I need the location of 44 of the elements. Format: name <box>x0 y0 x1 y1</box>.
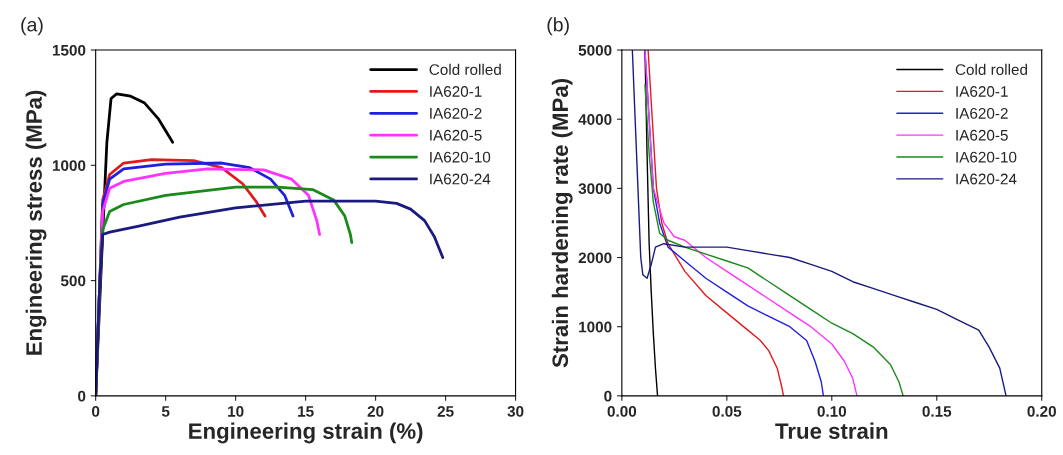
legend-label: IA620-24 <box>430 173 491 185</box>
y-tick-label: 2000 <box>578 252 612 264</box>
legend-label: Cold rolled <box>955 63 1028 76</box>
y-tick-label: 4000 <box>578 114 612 125</box>
legend-label: IA620-2 <box>430 107 482 119</box>
x-tick-label: 0 <box>92 405 100 417</box>
line-series <box>647 50 785 396</box>
line-series <box>644 83 904 396</box>
legend-label: IA620-1 <box>430 86 482 97</box>
y-tick-label: 3000 <box>578 183 612 195</box>
x-tick-label: 20 <box>367 405 384 417</box>
legend-label: IA620-10 <box>956 151 1017 163</box>
x-tick-label: 0.10 <box>817 405 847 417</box>
x-tick-label: 5 <box>161 406 170 417</box>
legend-label: IA620-5 <box>430 129 482 141</box>
y-axis-title: Strain hardening rate (MPa) <box>551 78 573 368</box>
y-tick-label: 1000 <box>579 321 612 333</box>
x-tick-label: 25 <box>437 405 454 417</box>
legend-label: IA620-10 <box>430 151 491 163</box>
x-tick-label: 10 <box>228 405 244 417</box>
line-series <box>95 199 445 396</box>
x-tick-label: 15 <box>298 406 314 417</box>
legend-label: IA620-1 <box>956 86 1008 97</box>
x-tick-label: 0.00 <box>607 405 637 417</box>
x-axis-title: Engineering strain (%) <box>189 422 423 444</box>
x-tick-label: 0.05 <box>712 405 742 417</box>
legend-label: Cold rolled <box>429 63 501 76</box>
y-tick-label: 0 <box>78 390 86 402</box>
y-tick-label: 1000 <box>52 160 86 171</box>
x-axis-title: True strain <box>775 422 888 439</box>
chart-title: (a) <box>21 17 43 36</box>
chart-title: (b) <box>547 17 569 36</box>
line-series <box>644 50 858 396</box>
y-tick-label: 1500 <box>52 44 86 56</box>
x-tick-label: 0.20 <box>1027 405 1056 417</box>
x-tick-label: 0.15 <box>922 405 952 417</box>
y-tick-label: 0 <box>604 390 612 402</box>
legend-label: IA620-5 <box>956 129 1008 141</box>
y-tick-label: 500 <box>60 275 86 287</box>
legend-label: IA620-24 <box>956 173 1017 185</box>
x-tick-label: 30 <box>507 405 524 417</box>
legend-label: IA620-2 <box>956 107 1008 119</box>
y-tick-label: 5000 <box>578 44 612 56</box>
y-axis-title: Engineering stress (MPa) <box>25 90 47 355</box>
